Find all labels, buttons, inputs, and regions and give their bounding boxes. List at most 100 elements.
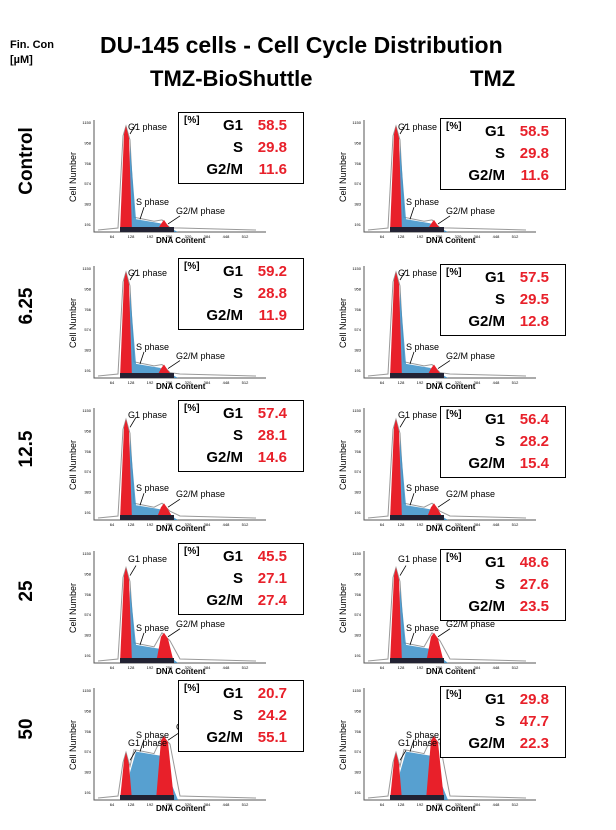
debris-band [120, 658, 174, 663]
phase-value: 15.4 [519, 455, 549, 472]
debris-band [390, 373, 444, 378]
x-tick-label: 384 [204, 234, 211, 239]
phase-percentage-box: [%] G1 29.8 S 47.7 G2/M 22.3 [440, 686, 566, 758]
percent-unit-label: [%] [446, 409, 462, 420]
percent-unit-label: [%] [184, 683, 200, 694]
phase-key: G1 [222, 548, 243, 565]
histogram-plot: 1150 958 766 574 383 191 64 128 192 256 320 384 448 5… [352, 551, 536, 670]
y-tick-label: 574 [354, 181, 361, 186]
column-heading-tmz: TMZ [470, 66, 516, 91]
x-tick-label: 128 [128, 665, 135, 670]
g2m: G2/M phase [446, 489, 496, 500]
x-tick-label: 256 [436, 234, 443, 239]
row-label-concentration: 6.25 [16, 287, 37, 325]
x-tick-label: 512 [242, 665, 249, 670]
histogram-panel: 1150 958 766 574 383 191 64 128 192 256 320 384 448 5… [62, 400, 304, 536]
y-tick-label: 1150 [352, 120, 361, 125]
x-tick-label: 128 [128, 234, 135, 239]
annotation-arrow [167, 498, 181, 508]
stat-row-g2m: G2/M 11.9 [183, 307, 287, 324]
x-tick-label: 448 [493, 234, 500, 239]
phase-key: S [232, 427, 243, 444]
annotation-arrow [167, 628, 181, 638]
x-tick-label: 256 [166, 234, 173, 239]
y-tick-label: 1150 [82, 408, 91, 413]
g1: G1 phase [128, 410, 168, 420]
axis-lines [93, 408, 266, 521]
phase-value: 29.8 [519, 145, 549, 162]
axis-lines [363, 688, 536, 801]
x-tick-label: 192 [147, 380, 154, 385]
stat-row-g2m: G2/M 11.6 [445, 167, 549, 184]
g2m: G2/M phase [176, 205, 226, 216]
annotation-arrow [399, 750, 407, 761]
phase-key: G2/M [206, 592, 243, 609]
y-axis-label: Cell Number [338, 297, 348, 348]
axis-lines [363, 408, 536, 521]
y-tick-label: 766 [84, 592, 91, 597]
x-axis-label: DNA Content [426, 667, 476, 676]
phase-key: S [494, 576, 505, 593]
y-tick-label: 1150 [352, 408, 361, 413]
x-tick-label: 320 [455, 522, 462, 527]
annotation-arrow [399, 269, 407, 281]
phase-key: G1 [484, 691, 505, 708]
y-tick-label: 766 [84, 307, 91, 312]
x-axis-label: DNA Content [426, 382, 476, 391]
x-tick-label: 448 [223, 802, 230, 807]
x-tick-label: 512 [242, 522, 249, 527]
phase-percentage-box: [%] G1 48.6 S 27.6 G2/M 23.5 [440, 549, 566, 621]
stat-row-g2m: G2/M 22.3 [445, 735, 549, 752]
y-axis-label: Cell Number [68, 297, 78, 348]
histogram-plot: 1150 958 766 574 383 191 64 128 192 256 320 384 448 5… [82, 120, 266, 239]
g1: G1 phase [398, 268, 438, 278]
phase-key: G2/M [468, 598, 505, 615]
histogram-panel: 1150 958 766 574 383 191 64 128 192 256 320 384 448 5… [332, 680, 566, 816]
stat-row-s: S 28.2 [445, 433, 549, 450]
phase-value: 45.5 [257, 548, 287, 565]
y-tick-label: 383 [354, 633, 361, 638]
y-tick-label: 766 [84, 449, 91, 454]
y-tick-label: 383 [354, 490, 361, 495]
y-axis-label: Cell Number [68, 719, 78, 770]
x-tick-label: 512 [242, 380, 249, 385]
percent-unit-label: [%] [446, 552, 462, 563]
y-tick-label: 191 [354, 653, 361, 658]
g2m-peak [156, 632, 174, 663]
x-tick-label: 192 [417, 522, 424, 527]
y-tick-label: 191 [84, 222, 91, 227]
x-tick-label: 192 [417, 380, 424, 385]
phase-key: S [494, 291, 505, 308]
histogram-plot: 1150 958 766 574 383 191 64 128 192 256 320 384 448 5… [82, 408, 266, 527]
phase-value: 22.3 [519, 735, 549, 752]
x-tick-label: 448 [223, 665, 230, 670]
x-tick-label: 128 [128, 522, 135, 527]
phase-value: 27.4 [257, 592, 287, 609]
y-tick-label: 1150 [82, 551, 91, 556]
column-heading-tmz-bioshuttle: TMZ-BioShuttle [150, 66, 313, 91]
percent-unit-label: [%] [446, 121, 462, 132]
s: S phase [406, 197, 440, 208]
g2m-peak [426, 632, 444, 663]
g2m: G2/M phase [446, 205, 496, 216]
x-tick-label: 192 [147, 234, 154, 239]
x-tick-label: 64 [380, 380, 385, 385]
phase-value: 28.8 [257, 285, 287, 302]
x-tick-label: 64 [110, 234, 115, 239]
annotation-arrow [129, 750, 137, 761]
y-tick-label: 191 [354, 222, 361, 227]
y-tick-label: 574 [84, 327, 91, 332]
annotation-arrow [409, 351, 415, 364]
g1-peak [120, 126, 132, 232]
y-tick-label: 958 [84, 140, 91, 145]
phase-key: S [232, 570, 243, 587]
row-label-concentration: 12.5 [16, 430, 37, 468]
annotation-arrow [437, 360, 451, 369]
annotation-arrow [129, 565, 137, 576]
x-tick-label: 128 [398, 802, 405, 807]
y-tick-label: 958 [84, 708, 91, 713]
x-tick-label: 512 [512, 234, 519, 239]
debris-band [390, 227, 444, 232]
histogram-panel: 1150 958 766 574 383 191 64 128 192 256 320 384 448 5… [62, 680, 304, 816]
stat-row-s: S 28.1 [183, 427, 287, 444]
